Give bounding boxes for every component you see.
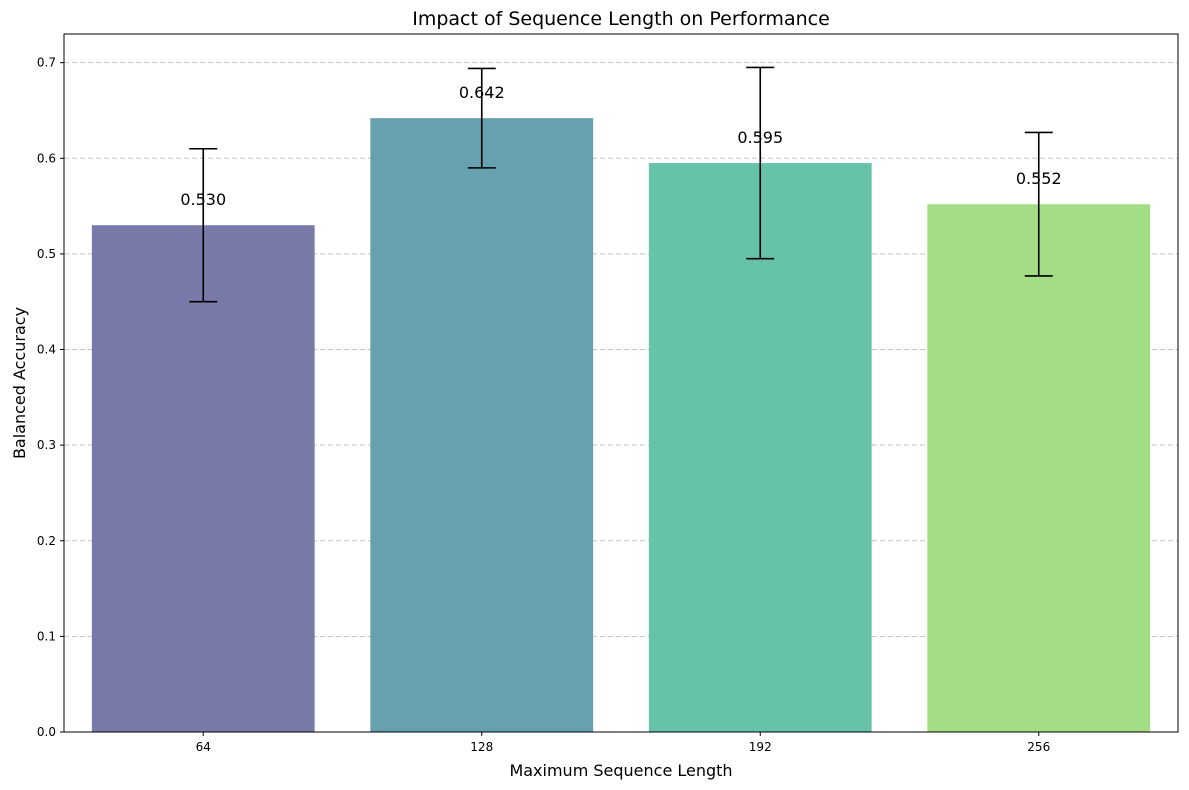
- chart-title: Impact of Sequence Length on Performance: [412, 8, 830, 30]
- y-axis-title: Balanced Accuracy: [10, 307, 29, 459]
- x-tick-label: 256: [1027, 740, 1050, 754]
- bar-128: [370, 118, 594, 733]
- y-tick-label: 0.5: [37, 247, 56, 261]
- bar-256: [927, 204, 1151, 732]
- bars: [91, 118, 1151, 733]
- x-tick-label: 192: [749, 740, 772, 754]
- plot-frame: [63, 33, 1179, 733]
- y-tick-label: 0.2: [37, 534, 56, 548]
- value-label-256: 0.552: [1016, 169, 1062, 188]
- y-tick-label: 0.3: [37, 438, 56, 452]
- y-ticks: 0.0 0.1 0.2 0.3 0.4 0.5 0.6 0.7: [37, 56, 64, 739]
- y-tick-label: 0.4: [37, 343, 56, 357]
- value-labels: 0.530 0.642 0.595 0.552: [180, 83, 1061, 209]
- x-tick-label: 64: [196, 740, 211, 754]
- y-tick-label: 0.1: [37, 629, 56, 643]
- error-bars: [189, 66, 1053, 303]
- x-ticks: 64 128 192 256: [196, 732, 1050, 754]
- x-axis-title: Maximum Sequence Length: [509, 761, 732, 780]
- x-tick-label: 128: [470, 740, 493, 754]
- y-tick-label: 0.0: [37, 725, 56, 739]
- value-label-64: 0.530: [180, 190, 226, 209]
- y-tick-label: 0.6: [37, 151, 56, 165]
- value-label-192: 0.595: [737, 128, 783, 147]
- value-label-128: 0.642: [459, 83, 505, 102]
- y-tick-label: 0.7: [37, 56, 56, 70]
- bar-64: [91, 225, 315, 732]
